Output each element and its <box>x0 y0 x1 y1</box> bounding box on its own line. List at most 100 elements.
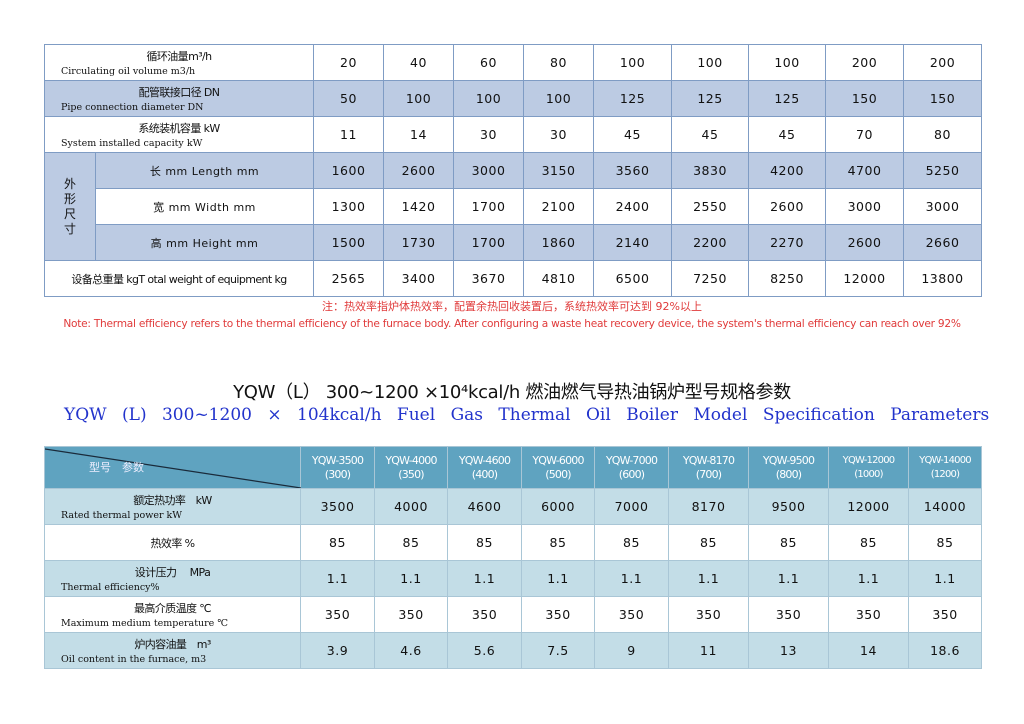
row-label: 设计压力 MPa Thermal efficiency% <box>44 560 301 597</box>
label-cn: 最高介质温度 ℃ <box>133 602 212 615</box>
value-cell: 1420 <box>383 188 454 225</box>
model-name: YQW-4600 <box>458 453 511 467</box>
value-cell: 1700 <box>453 224 524 261</box>
value-cell: 1.1 <box>748 560 829 597</box>
model-name: YQW-9500 <box>762 453 815 467</box>
value-cell: 3150 <box>523 152 594 189</box>
value-cell: 1.1 <box>374 560 448 597</box>
title-english: YQW (L) 300~1200 × 104kcal/h Fuel Gas Th… <box>64 405 990 425</box>
value-cell: 3670 <box>453 260 524 297</box>
value-cell: 11 <box>668 632 749 669</box>
row-label: 高 mm Height mm <box>95 224 314 261</box>
value-cell: 14 <box>828 632 909 669</box>
value-cell: 2200 <box>671 224 749 261</box>
value-cell: 100 <box>453 80 524 117</box>
table-row: 循环油量m³/h Circulating oil volume m3/h 20 40 6… <box>44 44 982 81</box>
header-row: 型号 参数 YQW-3500 (300) YQW-4000 (350) YQW-4600(… <box>44 446 982 489</box>
model-header: YQW-4600 (400) <box>447 446 522 489</box>
value-cell: 4.6 <box>374 632 448 669</box>
model-header: YQW-6000 (500) <box>521 446 595 489</box>
value-cell: 4000 <box>374 488 448 525</box>
value-cell: 30 <box>523 116 594 153</box>
model-capacity: (500) <box>545 467 571 481</box>
value-cell: 350 <box>748 596 829 633</box>
corner-label: 型号 参数 <box>89 461 144 474</box>
row-label: 额定热功率 kW Rated thermal power kW <box>44 488 301 525</box>
value-cell: 1300 <box>313 188 384 225</box>
value-cell: 85 <box>300 524 375 561</box>
value-cell: 45 <box>593 116 672 153</box>
value-cell: 3830 <box>671 152 749 189</box>
value-cell: 1.1 <box>908 560 982 597</box>
model-name: YQW-12000 <box>842 454 895 466</box>
label-cn: 系统装机容量 kW <box>138 122 220 135</box>
value-cell: 85 <box>447 524 522 561</box>
value-cell: 100 <box>593 44 672 81</box>
model-name: YQW-6000 <box>532 453 584 467</box>
value-cell: 1500 <box>313 224 384 261</box>
label-cn: 循环油量m³/h <box>146 50 212 63</box>
value-cell: 1.1 <box>300 560 375 597</box>
value-cell: 100 <box>523 80 594 117</box>
value-cell: 3.9 <box>300 632 375 669</box>
value-cell: 80 <box>903 116 982 153</box>
model-capacity: (600) <box>618 467 645 481</box>
label-en: Maximum medium temperature ℃ <box>61 618 228 629</box>
model-header: YQW-8170 (700) <box>668 446 749 489</box>
value-cell: 1.1 <box>447 560 522 597</box>
value-cell: 2565 <box>313 260 384 297</box>
model-header: YQW-14000 (1200) <box>908 446 982 489</box>
table-row: 额定热功率 kW Rated thermal power kW 3500 4000 46… <box>44 488 982 525</box>
row-label: 长 mm Length mm <box>95 152 314 189</box>
value-cell: 7.5 <box>521 632 595 669</box>
value-cell: 1700 <box>453 188 524 225</box>
value-cell: 5.6 <box>447 632 522 669</box>
model-capacity: (350) <box>398 467 424 481</box>
note-english: Note: Thermal efficiency refers to the t… <box>63 318 961 330</box>
value-cell: 9500 <box>748 488 829 525</box>
row-label: 最高介质温度 ℃ Maximum medium temperature ℃ <box>44 596 301 633</box>
value-cell: 125 <box>593 80 672 117</box>
value-cell: 350 <box>594 596 669 633</box>
value-cell: 100 <box>383 80 454 117</box>
table-row: 系统装机容量 kW System installed capacity kW 11 1… <box>44 116 982 153</box>
value-cell: 350 <box>374 596 448 633</box>
value-cell: 2140 <box>593 224 672 261</box>
row-label: 热效率 % <box>44 524 301 561</box>
value-cell: 350 <box>300 596 375 633</box>
label-en: Oil content in the furnace, m3 <box>61 654 207 665</box>
model-header: YQW-9500 (800) <box>748 446 829 489</box>
value-cell: 3000 <box>453 152 524 189</box>
value-cell: 2270 <box>748 224 826 261</box>
value-cell: 150 <box>903 80 982 117</box>
model-name: YQW-4000 <box>385 453 437 467</box>
value-cell: 13 <box>748 632 829 669</box>
value-cell: 14 <box>383 116 454 153</box>
value-cell: 350 <box>447 596 522 633</box>
value-cell: 350 <box>828 596 909 633</box>
value-cell: 2400 <box>593 188 672 225</box>
value-cell: 9 <box>594 632 669 669</box>
value-cell: 5250 <box>903 152 982 189</box>
value-cell: 1860 <box>523 224 594 261</box>
dimension-group-cell: 外形尺寸 <box>44 152 96 261</box>
model-name: YQW-3500 <box>311 453 364 467</box>
value-cell: 11 <box>313 116 384 153</box>
value-cell: 150 <box>825 80 904 117</box>
label-en: Thermal efficiency% <box>61 582 160 593</box>
value-cell: 100 <box>671 44 749 81</box>
value-cell: 1.1 <box>828 560 909 597</box>
value-cell: 85 <box>374 524 448 561</box>
value-cell: 3000 <box>825 188 904 225</box>
model-capacity: (1200) <box>930 468 960 480</box>
value-cell: 3500 <box>300 488 375 525</box>
table-row: 高 mm Height mm 1500 1730 1700 1860 2140 2200 22… <box>44 224 982 261</box>
value-cell: 2550 <box>671 188 749 225</box>
value-cell: 4200 <box>748 152 826 189</box>
value-cell: 6500 <box>593 260 672 297</box>
label-cn: 炉内容油量 m³ <box>134 638 211 651</box>
value-cell: 125 <box>671 80 749 117</box>
value-cell: 50 <box>313 80 384 117</box>
model-name: YQW-7000 <box>605 453 658 467</box>
table-row: 设计压力 MPa Thermal efficiency% 1.1 1.1 1.1 1.1 1… <box>44 560 982 597</box>
